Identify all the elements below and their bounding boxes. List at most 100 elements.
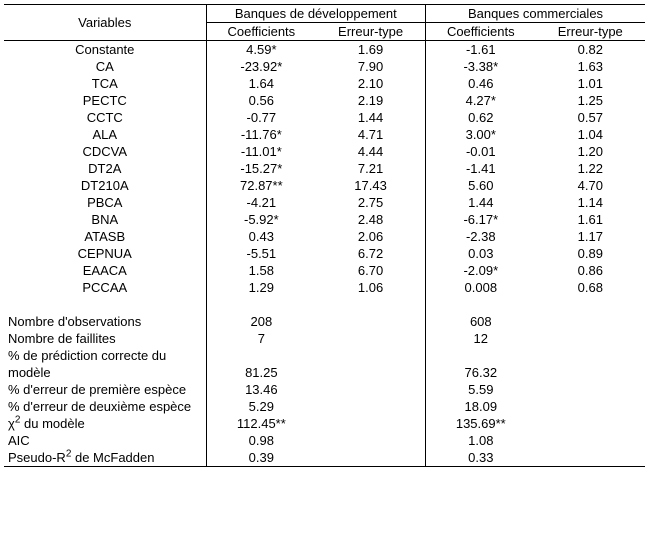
var-label: DT210A <box>4 177 206 194</box>
dev-err: 1.44 <box>316 109 425 126</box>
dev-coef: 4.59* <box>206 41 316 59</box>
var-label: CDCVA <box>4 143 206 160</box>
table-row: Nombre d'observations208608 <box>4 313 645 330</box>
table-row: PCCAA1.291.060.0080.68 <box>4 279 645 296</box>
table-row: ATASB0.432.06-2.381.17 <box>4 228 645 245</box>
pseudo-r2-prefix: Pseudo-R <box>8 450 66 465</box>
stat-label-text: AIC <box>8 433 30 448</box>
table-row: % d'erreur de deuxième espèce5.2918.09 <box>4 398 645 415</box>
com-coef: -2.09* <box>426 262 536 279</box>
var-label: CEPNUA <box>4 245 206 262</box>
table-row: χ2 du modèle112.45** 135.69** <box>4 415 645 432</box>
dev-coef: -11.01* <box>206 143 316 160</box>
stat-dev: 208 <box>206 313 316 330</box>
table-row: Pseudo-R2 de McFadden0.390.33 <box>4 449 645 467</box>
stat-dev: 112.45** <box>206 415 316 432</box>
stat-label: Pseudo-R2 de McFadden <box>4 449 206 467</box>
dev-err: 4.71 <box>316 126 425 143</box>
com-coef: -2.38 <box>426 228 536 245</box>
com-err: 1.01 <box>536 75 645 92</box>
stat-com: 5.59 <box>426 381 536 398</box>
stat-com-blank <box>536 381 645 398</box>
var-label: ATASB <box>4 228 206 245</box>
com-err: 0.89 <box>536 245 645 262</box>
com-coef: 0.46 <box>426 75 536 92</box>
stat-com-blank <box>536 330 645 347</box>
stat-com: 76.32 <box>426 364 536 381</box>
var-label: PCCAA <box>4 279 206 296</box>
stat-dev-blank <box>316 381 425 398</box>
com-err: 0.82 <box>536 41 645 59</box>
table-row: CA-23.92*7.90-3.38*1.63 <box>4 58 645 75</box>
table-row: EAACA1.586.70-2.09*0.86 <box>4 262 645 279</box>
dev-coef: -0.77 <box>206 109 316 126</box>
stat-label-text: % d'erreur de première espèce <box>8 382 186 397</box>
header-group-com: Banques commerciales <box>426 5 646 23</box>
dev-err: 1.06 <box>316 279 425 296</box>
stat-dev-blank <box>316 432 425 449</box>
dev-err: 7.90 <box>316 58 425 75</box>
com-err: 1.14 <box>536 194 645 211</box>
stat-label: % d'erreur de première espèce <box>4 381 206 398</box>
stat-com-blank <box>536 398 645 415</box>
stat-dev-blank <box>316 313 425 330</box>
stat-dev-blank <box>316 449 425 467</box>
stat-dev: 81.25 <box>206 364 316 381</box>
var-label: PBCA <box>4 194 206 211</box>
table-row: Constante4.59*1.69-1.610.82 <box>4 41 645 59</box>
dev-coef: -23.92* <box>206 58 316 75</box>
dev-err: 2.10 <box>316 75 425 92</box>
com-coef: -1.61 <box>426 41 536 59</box>
regression-table: Variables Banques de développement Banqu… <box>4 4 645 467</box>
com-err: 1.22 <box>536 160 645 177</box>
com-coef: -0.01 <box>426 143 536 160</box>
dev-coef: -11.76* <box>206 126 316 143</box>
table-row: TCA1.642.100.461.01 <box>4 75 645 92</box>
com-coef: 0.008 <box>426 279 536 296</box>
dev-err: 1.69 <box>316 41 425 59</box>
dev-coef: 0.43 <box>206 228 316 245</box>
dev-coef: -4.21 <box>206 194 316 211</box>
stat-label-text: % d'erreur de deuxième espèce <box>8 399 191 414</box>
com-err: 0.86 <box>536 262 645 279</box>
stat-dev-blank <box>316 415 425 432</box>
pseudo-r2-suffix: de McFadden <box>71 450 154 465</box>
dev-err: 6.72 <box>316 245 425 262</box>
stat-label: % de prédiction correcte du <box>4 347 206 364</box>
chi2-suffix: du modèle <box>20 416 84 431</box>
var-label: EAACA <box>4 262 206 279</box>
stat-dev: 13.46 <box>206 381 316 398</box>
table-row: ALA-11.76*4.713.00*1.04 <box>4 126 645 143</box>
stat-label: AIC <box>4 432 206 449</box>
table-row: AIC0.981.08 <box>4 432 645 449</box>
table-row: Nombre de faillites712 <box>4 330 645 347</box>
stat-com <box>426 347 536 364</box>
dev-coef: 1.29 <box>206 279 316 296</box>
table-row: CDCVA-11.01*4.44-0.011.20 <box>4 143 645 160</box>
table-row: PECTC0.562.194.27*1.25 <box>4 92 645 109</box>
var-label: Constante <box>4 41 206 59</box>
com-coef: -3.38* <box>426 58 536 75</box>
table-row: DT2A-15.27*7.21-1.411.22 <box>4 160 645 177</box>
dev-err: 4.44 <box>316 143 425 160</box>
stat-label: χ2 du modèle <box>4 415 206 432</box>
stat-dev-blank <box>316 347 425 364</box>
com-err: 1.25 <box>536 92 645 109</box>
table-row: BNA-5.92*2.48-6.17*1.61 <box>4 211 645 228</box>
table-row: DT210A72.87**17.435.604.70 <box>4 177 645 194</box>
stat-com: 1.08 <box>426 432 536 449</box>
table-row: CCTC-0.771.440.620.57 <box>4 109 645 126</box>
com-err: 4.70 <box>536 177 645 194</box>
table-row: % d'erreur de première espèce 13.46 5.59 <box>4 381 645 398</box>
chi2-prefix: χ <box>8 416 15 431</box>
stat-com: 0.33 <box>426 449 536 467</box>
dev-coef: -15.27* <box>206 160 316 177</box>
header-com-coef: Coefficients <box>426 23 536 41</box>
stat-com-blank <box>536 449 645 467</box>
com-err: 1.04 <box>536 126 645 143</box>
stat-com-blank <box>536 347 645 364</box>
dev-coef: 1.64 <box>206 75 316 92</box>
dev-err: 2.19 <box>316 92 425 109</box>
stat-com: 135.69** <box>426 415 536 432</box>
var-label: PECTC <box>4 92 206 109</box>
